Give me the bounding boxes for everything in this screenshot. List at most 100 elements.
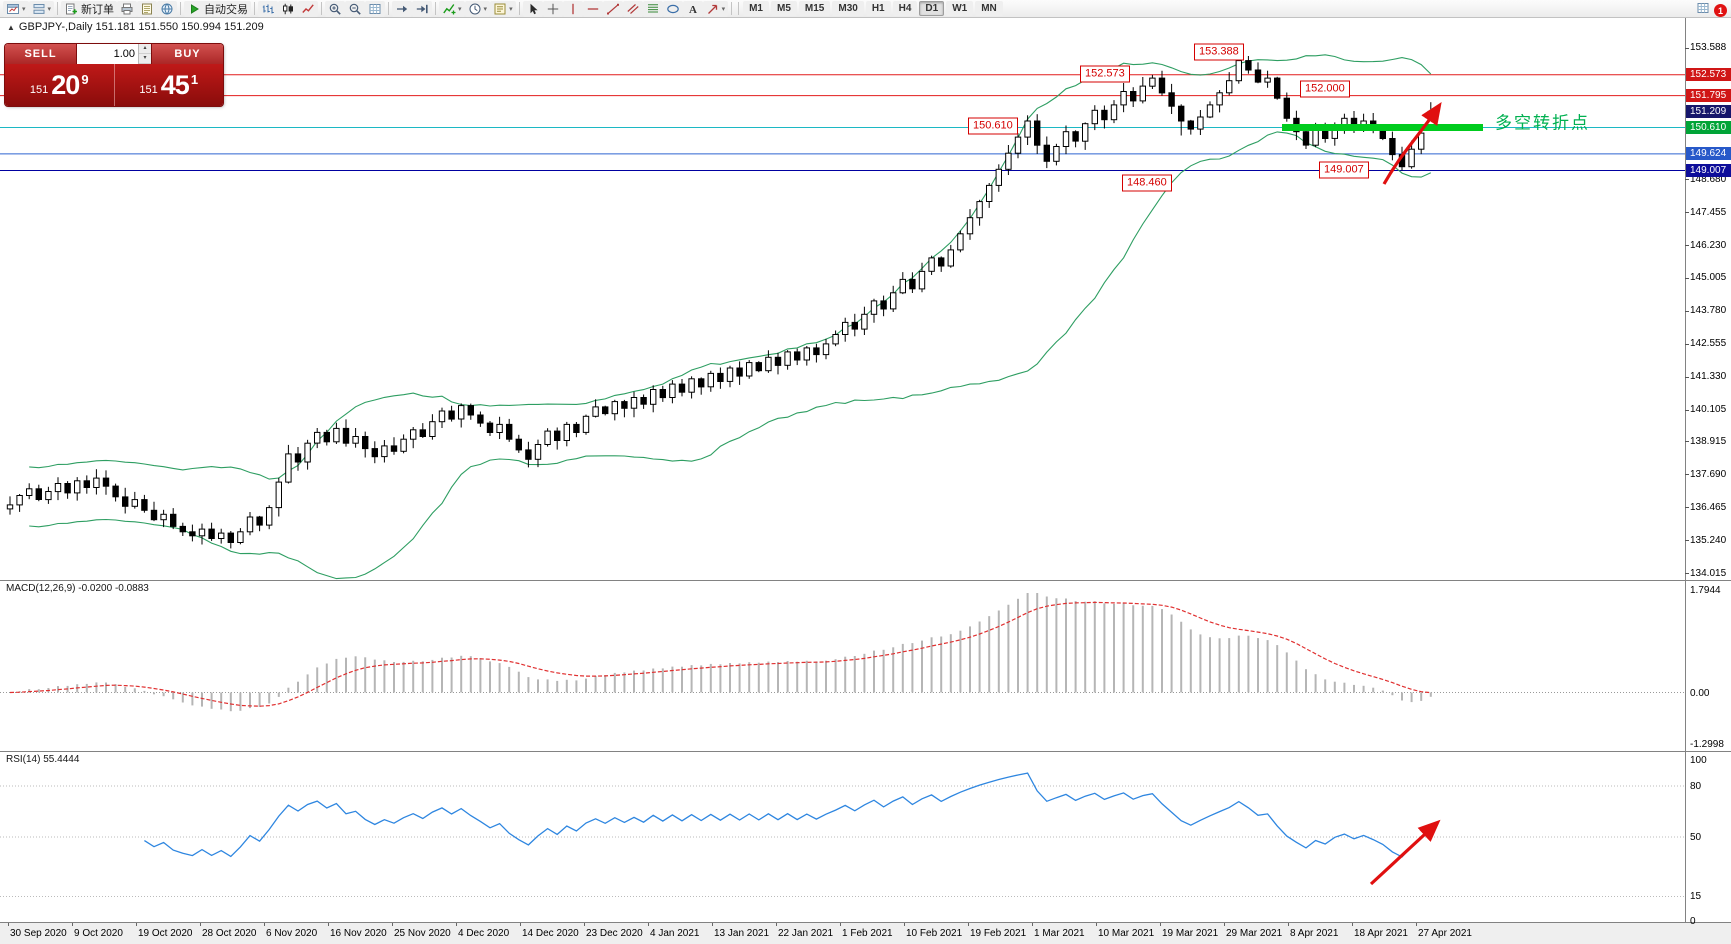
chart-bars-button[interactable] xyxy=(258,0,279,17)
price-annotation[interactable]: 152.573 xyxy=(1080,65,1130,83)
price-annotation[interactable]: 150.610 xyxy=(968,117,1018,135)
panels-button[interactable] xyxy=(1696,1,1710,20)
candlesticks xyxy=(6,52,1434,549)
new-chart-button[interactable]: ▾ xyxy=(3,0,29,17)
tile-windows-icon xyxy=(368,2,382,16)
text-label-button[interactable]: A xyxy=(682,0,703,17)
price-annotation[interactable]: 148.460 xyxy=(1122,174,1172,192)
pivot-note-annotation[interactable]: 多空转折点 xyxy=(1495,113,1590,133)
price-tick xyxy=(1685,507,1689,509)
price-tick-label: 136.465 xyxy=(1690,501,1727,513)
time-label: 27 Apr 2021 xyxy=(1418,928,1472,939)
price-annotation[interactable]: 149.007 xyxy=(1319,161,1369,179)
chart-title-text: GBPJPY-,Daily 151.181 151.550 150.994 15… xyxy=(18,21,264,33)
horizontal-line-button[interactable] xyxy=(582,0,603,17)
arrows-icon xyxy=(706,2,720,16)
new-order-button[interactable]: 新订单 xyxy=(61,0,118,17)
price-tick-label: 141.330 xyxy=(1690,371,1727,383)
timeframe-w1-button[interactable]: W1 xyxy=(946,1,974,16)
chart-line-button[interactable] xyxy=(298,0,319,17)
chevron-down-icon: ▾ xyxy=(47,5,52,13)
time-tick xyxy=(456,923,457,926)
crosshair-icon xyxy=(546,2,560,16)
auto-scroll-button[interactable] xyxy=(392,0,413,17)
bid-prefix: 151 xyxy=(29,84,49,96)
rsi-axis-label: 50 xyxy=(1690,831,1702,843)
price-annotation[interactable]: 152.000 xyxy=(1300,80,1350,98)
macd-histogram xyxy=(18,593,1432,712)
volume-up-icon[interactable]: ▴ xyxy=(139,44,151,54)
chart-candles-icon xyxy=(281,2,295,16)
price-tick xyxy=(1685,310,1689,312)
timeframe-m5-button[interactable]: M5 xyxy=(771,1,797,16)
market-watch-button[interactable] xyxy=(157,0,178,17)
pane-separator xyxy=(0,751,1731,752)
time-label: 23 Dec 2020 xyxy=(586,928,643,939)
chart-candles-button[interactable] xyxy=(278,0,299,17)
price-axis[interactable]: 153.588 148.680 147.455 146.230 145.005 143.7… xyxy=(1685,18,1731,927)
vertical-line-button[interactable] xyxy=(562,0,583,17)
rsi-trend-arrow[interactable] xyxy=(1369,819,1441,886)
price-tick-label: 137.690 xyxy=(1690,468,1727,480)
volume-spinner: ▴ ▾ xyxy=(138,44,151,64)
timeframe-mn-button[interactable]: MN xyxy=(975,1,1003,16)
indicators-button[interactable]: ▾ xyxy=(439,0,465,17)
price-level-chip: 151.795 xyxy=(1686,89,1731,103)
price-tick xyxy=(1685,376,1689,378)
notification-badge[interactable]: 1 xyxy=(1714,4,1727,17)
timeframe-m30-button[interactable]: M30 xyxy=(832,1,864,16)
time-tick xyxy=(968,923,969,926)
bid-price[interactable]: 151 20 9 xyxy=(5,64,114,106)
price-tick-label: 145.005 xyxy=(1690,272,1727,284)
periods-icon xyxy=(468,2,482,16)
ask-price[interactable]: 151 45 1 xyxy=(115,64,224,106)
shapes-button[interactable] xyxy=(662,0,683,17)
zoom-out-button[interactable] xyxy=(345,0,366,17)
data-window-button[interactable] xyxy=(137,0,158,17)
tile-windows-button[interactable] xyxy=(365,0,386,17)
auto-trading-button[interactable]: 自动交易 xyxy=(184,0,252,17)
crosshair-button[interactable] xyxy=(542,0,563,17)
time-label: 22 Jan 2021 xyxy=(778,928,834,939)
price-level-chip: 152.573 xyxy=(1686,68,1731,82)
fibonacci-icon xyxy=(646,2,660,16)
macd-pane[interactable] xyxy=(0,581,1685,751)
toolbar-separator xyxy=(321,2,323,15)
horizontal-levels[interactable] xyxy=(0,74,1685,171)
timeframe-h1-button[interactable]: H1 xyxy=(865,1,891,16)
templates-button[interactable]: ▾ xyxy=(490,0,516,17)
data-window-icon xyxy=(140,2,154,16)
equidistant-channel-button[interactable] xyxy=(622,0,643,17)
volume-input[interactable] xyxy=(77,44,138,64)
chart-shift-button[interactable] xyxy=(412,0,433,17)
main-chart-pane[interactable] xyxy=(0,18,1685,580)
time-tick xyxy=(712,923,713,926)
timeframe-m15-button[interactable]: M15 xyxy=(798,1,831,16)
arrows-button[interactable]: ▾ xyxy=(702,0,729,17)
time-tick xyxy=(840,923,841,926)
rsi-pane[interactable] xyxy=(0,752,1685,922)
time-axis[interactable]: 30 Sep 2020 9 Oct 2020 19 Oct 2020 28 Oct 2… xyxy=(0,923,1731,944)
timeframe-h4-button[interactable]: H4 xyxy=(892,1,918,16)
trendline-button[interactable] xyxy=(602,0,623,17)
time-label: 28 Oct 2020 xyxy=(202,928,257,939)
time-tick xyxy=(1224,923,1225,926)
sell-button[interactable]: SELL xyxy=(5,44,76,64)
cursor-button[interactable] xyxy=(522,0,543,17)
periods-button[interactable]: ▾ xyxy=(464,0,491,17)
rsi-axis-label: 15 xyxy=(1690,891,1702,902)
price-annotation[interactable]: 153.388 xyxy=(1194,43,1244,61)
timeframe-m1-button[interactable]: M1 xyxy=(743,1,769,16)
timeframe-d1-button[interactable]: D1 xyxy=(919,1,945,16)
fibonacci-button[interactable] xyxy=(642,0,663,17)
print-button[interactable] xyxy=(117,0,138,17)
profiles-button[interactable]: ▾ xyxy=(28,0,55,17)
zoom-in-button[interactable] xyxy=(325,0,346,17)
trade-panel-prices: 151 20 9 151 45 1 xyxy=(5,64,223,106)
toolbar-separator xyxy=(435,2,437,15)
chart-marker-icon: ▲ xyxy=(7,23,15,32)
buy-button[interactable]: BUY xyxy=(152,44,223,64)
price-tick xyxy=(1685,343,1689,345)
bullish-trend-arrow[interactable] xyxy=(1382,102,1442,185)
volume-down-icon[interactable]: ▾ xyxy=(139,54,151,64)
